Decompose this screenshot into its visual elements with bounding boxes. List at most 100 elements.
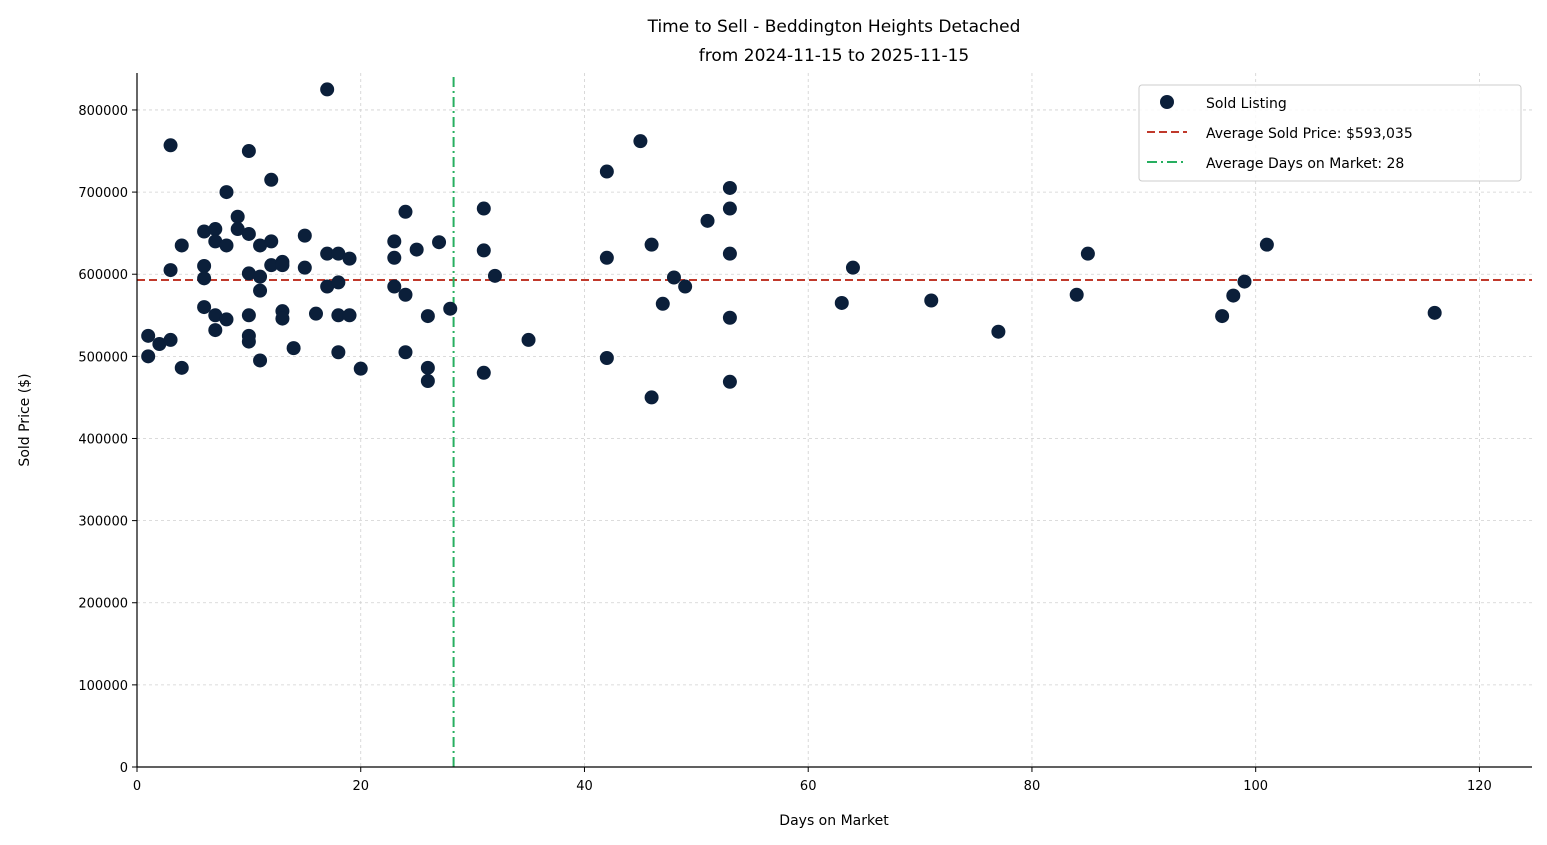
y-tick-label: 0 [120,761,128,776]
x-tick-label: 20 [352,779,369,794]
data-point [521,332,536,347]
data-point [420,373,435,388]
data-point [230,209,245,224]
data-point [264,258,279,273]
data-point [387,279,402,294]
data-point [241,308,256,323]
data-point [331,246,346,261]
data-point [655,296,670,311]
data-point [678,279,693,294]
data-point [297,228,312,243]
data-point [722,310,737,325]
data-point [230,222,245,237]
chart-subtitle: from 2024-11-15 to 2025-11-15 [699,46,969,66]
data-point [197,224,212,239]
data-point [320,82,335,97]
data-point [320,246,335,261]
data-point [241,266,256,281]
data-point [1237,274,1252,289]
data-point [487,268,502,283]
data-point [297,260,312,275]
data-point [253,353,268,368]
legend-label-sold: Sold Listing [1206,96,1287,112]
data-point [163,332,178,347]
data-point [1427,305,1442,320]
data-point [387,234,402,249]
data-point [633,134,648,149]
data-point [599,350,614,365]
data-point [253,238,268,253]
data-point [644,237,659,252]
data-point [1069,287,1084,302]
data-point [331,308,346,323]
data-point [599,164,614,179]
y-tick-label: 800000 [78,104,128,119]
data-point [722,180,737,195]
data-point [264,234,279,249]
data-point [924,293,939,308]
data-point [1259,237,1274,252]
y-axis-label: Sold Price ($) [17,373,33,466]
data-point [197,271,212,286]
data-point [599,250,614,265]
data-point [197,259,212,274]
data-point [1215,309,1230,324]
data-point [1080,246,1095,261]
data-point [241,144,256,159]
data-point [476,365,491,380]
data-point [342,251,357,266]
data-point [219,312,234,327]
ticks: 0 20 40 60 80 100 120 0 100000 200000 300000 400000… [78,104,1491,794]
data-point [308,306,323,321]
data-point [644,390,659,405]
legend-label-avg-days: Average Days on Market: 28 [1206,156,1404,172]
data-point [722,201,737,216]
x-axis-label: Days on Market [779,813,889,829]
x-tick-label: 120 [1467,779,1492,794]
data-point [834,295,849,310]
data-point [286,341,301,356]
data-point [353,361,368,376]
data-point [342,308,357,323]
data-point [264,172,279,187]
data-point [208,234,223,249]
data-point [253,283,268,298]
data-point [420,309,435,324]
data-point [991,324,1006,339]
data-point [398,345,413,360]
y-tick-label: 300000 [78,515,128,530]
data-point [241,334,256,349]
data-point [443,301,458,316]
points [141,82,1442,405]
legend: Sold Listing Average Sold Price: $593,03… [1138,84,1522,182]
data-point [174,360,189,375]
x-tick-label: 80 [1024,779,1041,794]
data-point [275,258,290,273]
data-point [387,250,402,265]
y-tick-label: 600000 [78,268,128,283]
y-tick-label: 100000 [78,679,128,694]
y-tick-label: 200000 [78,597,128,612]
x-tick-label: 0 [133,779,141,794]
x-tick-label: 60 [800,779,817,794]
data-point [420,360,435,375]
data-point [476,243,491,258]
data-point [141,328,156,343]
data-point [722,374,737,389]
data-point [320,279,335,294]
data-point [722,246,737,261]
data-point [219,185,234,200]
data-point [152,337,167,352]
x-tick-label: 100 [1243,779,1268,794]
data-point [163,263,178,278]
data-point [208,222,223,237]
y-tick-label: 700000 [78,186,128,201]
data-point [163,138,178,153]
data-point [845,260,860,275]
data-point [208,323,223,338]
data-point [409,242,424,257]
data-point [275,311,290,326]
data-point [174,238,189,253]
data-point [141,349,156,364]
